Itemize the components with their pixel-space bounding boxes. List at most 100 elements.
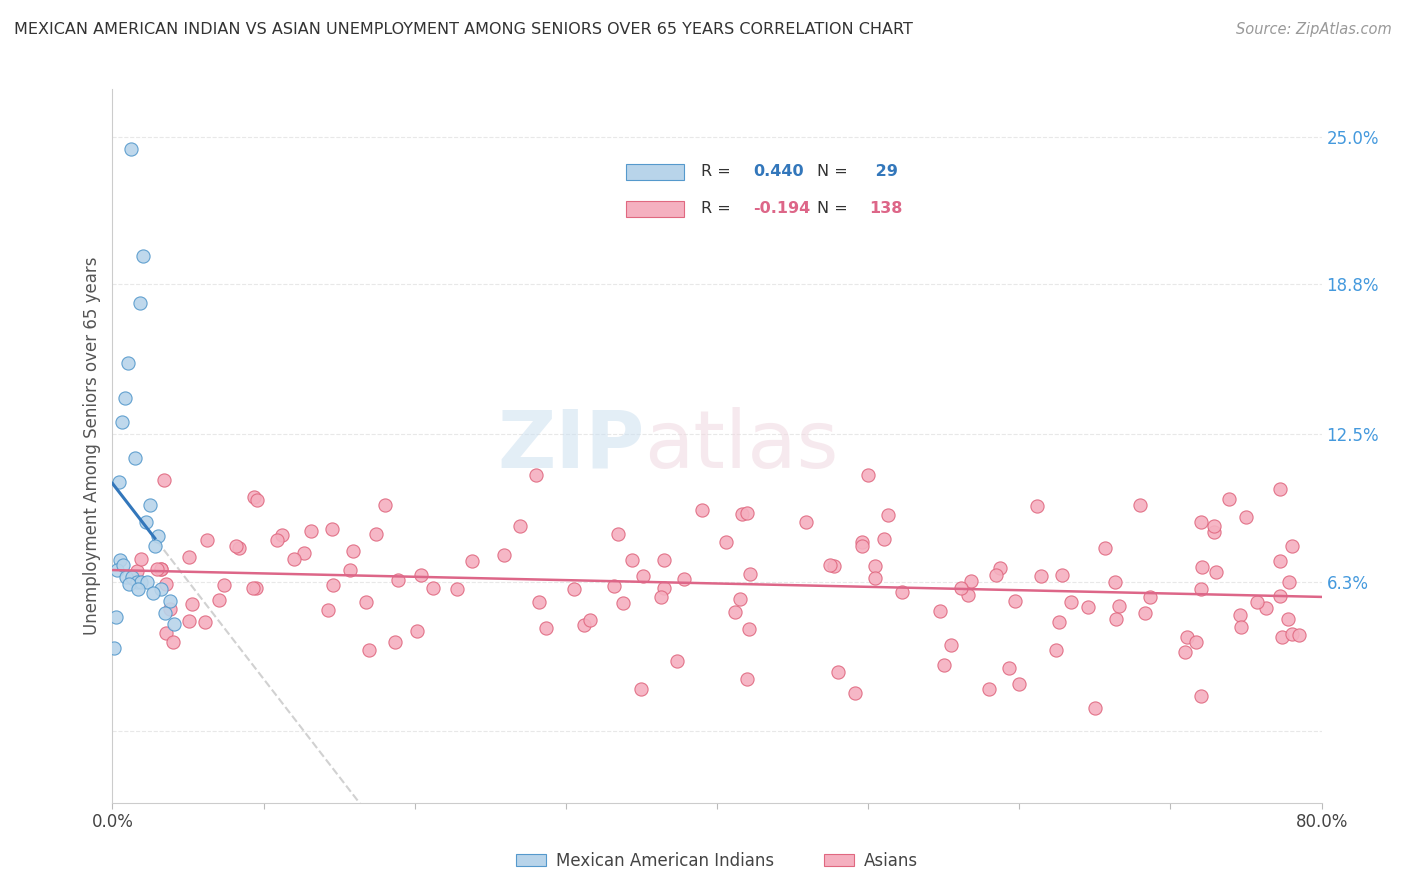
Point xyxy=(1104,574,1126,589)
Point xyxy=(339,563,361,577)
Point xyxy=(1271,630,1294,644)
Point xyxy=(1229,607,1251,622)
Point xyxy=(131,552,153,566)
Point xyxy=(724,605,747,619)
Point xyxy=(1270,482,1292,496)
Point xyxy=(1218,492,1240,507)
Point xyxy=(299,524,322,538)
Point xyxy=(406,624,429,638)
Point xyxy=(143,539,166,553)
Text: atlas: atlas xyxy=(644,407,839,485)
Point xyxy=(149,562,172,576)
Point xyxy=(127,582,149,596)
FancyBboxPatch shape xyxy=(626,164,683,180)
Point xyxy=(1174,644,1197,658)
Point xyxy=(1278,574,1301,589)
Point xyxy=(104,610,127,624)
Point xyxy=(1281,539,1303,553)
Point xyxy=(107,475,129,489)
Point xyxy=(572,618,595,632)
Point xyxy=(1230,620,1253,634)
Point xyxy=(121,571,143,585)
Point xyxy=(461,554,484,568)
Point xyxy=(283,551,305,566)
Point xyxy=(208,593,231,607)
Text: N =: N = xyxy=(817,164,853,179)
Point xyxy=(121,570,143,584)
Point xyxy=(139,499,162,513)
Point xyxy=(128,296,150,310)
Point xyxy=(1175,630,1198,644)
Point xyxy=(524,467,547,482)
Point xyxy=(1008,677,1031,691)
Point xyxy=(1025,499,1047,513)
Point xyxy=(1133,606,1156,620)
Text: N =: N = xyxy=(817,202,853,217)
Point xyxy=(1029,569,1052,583)
Point xyxy=(1202,525,1225,540)
Text: MEXICAN AMERICAN INDIAN VS ASIAN UNEMPLOYMENT AMONG SENIORS OVER 65 YEARS CORREL: MEXICAN AMERICAN INDIAN VS ASIAN UNEMPLO… xyxy=(14,22,912,37)
Point xyxy=(271,528,294,542)
Point xyxy=(621,553,644,567)
Point xyxy=(650,591,672,605)
Point xyxy=(877,508,900,523)
Point xyxy=(1084,700,1107,714)
Point xyxy=(794,515,817,529)
Point xyxy=(155,606,177,620)
Point xyxy=(1045,643,1067,657)
Point xyxy=(374,499,396,513)
Point xyxy=(1108,599,1130,614)
Point xyxy=(1277,612,1299,626)
Point xyxy=(673,572,696,586)
Point xyxy=(246,492,269,507)
Point xyxy=(534,621,557,635)
Point xyxy=(118,577,141,591)
Text: 138: 138 xyxy=(870,202,903,217)
Point xyxy=(960,574,983,588)
Point xyxy=(228,541,250,556)
Point xyxy=(195,533,218,547)
Point xyxy=(873,532,896,546)
Point xyxy=(603,579,626,593)
Point xyxy=(292,546,315,560)
Point xyxy=(606,526,628,541)
Point xyxy=(728,592,751,607)
Point xyxy=(827,665,849,679)
Text: 29: 29 xyxy=(870,164,897,179)
Point xyxy=(105,563,128,577)
Point xyxy=(1281,627,1303,641)
Point xyxy=(844,686,866,700)
Point xyxy=(737,506,759,520)
Point xyxy=(1047,615,1070,629)
Point xyxy=(132,249,155,263)
Point xyxy=(529,595,551,609)
Point xyxy=(509,519,531,533)
Y-axis label: Unemployment Among Seniors over 65 years: Unemployment Among Seniors over 65 years xyxy=(83,257,101,635)
Point xyxy=(1060,595,1083,609)
Point xyxy=(652,552,675,566)
Point xyxy=(891,585,914,599)
Point xyxy=(159,593,181,607)
Point xyxy=(738,622,761,636)
Point xyxy=(135,515,157,529)
Point xyxy=(181,597,204,611)
Point xyxy=(1270,554,1292,568)
Point xyxy=(1077,599,1099,614)
Point xyxy=(738,566,761,581)
Point xyxy=(818,558,841,573)
Point xyxy=(1256,601,1278,615)
Text: R =: R = xyxy=(702,202,737,217)
Point xyxy=(194,615,217,629)
Point xyxy=(494,549,516,563)
Point xyxy=(652,581,675,595)
Point xyxy=(1052,568,1074,582)
Point xyxy=(155,576,177,591)
Point xyxy=(321,523,343,537)
Point xyxy=(318,603,340,617)
Point xyxy=(1129,499,1152,513)
Point xyxy=(120,142,142,156)
Point xyxy=(354,595,377,609)
Point xyxy=(124,450,146,465)
Point xyxy=(856,467,880,482)
Point xyxy=(103,641,125,656)
